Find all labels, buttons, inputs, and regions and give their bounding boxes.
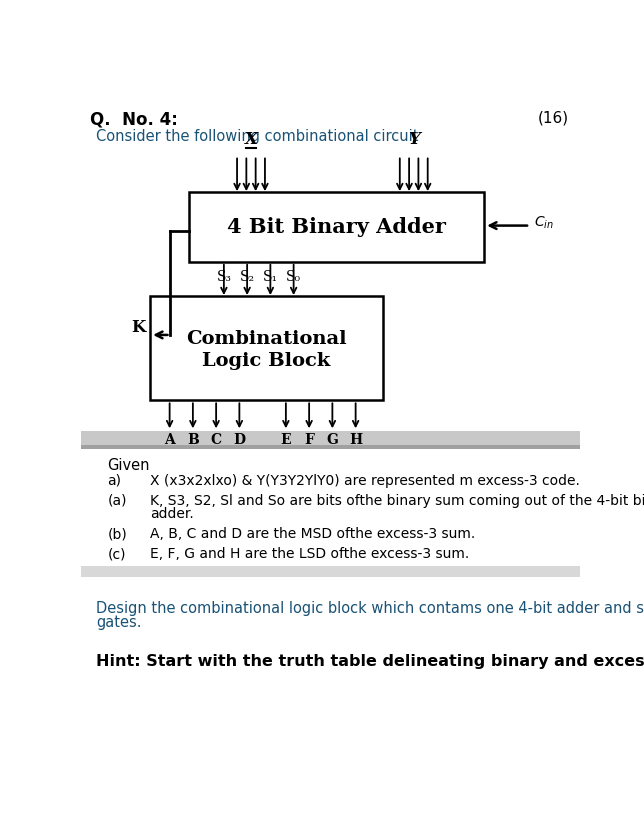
Text: (a): (a) — [108, 494, 127, 508]
Text: a): a) — [108, 474, 122, 488]
Text: Hint: Start with the truth table delineating binary and excess-3 sum.: Hint: Start with the truth table delinea… — [96, 655, 644, 670]
Text: (c): (c) — [108, 547, 126, 561]
Text: F: F — [304, 434, 314, 448]
Text: G: G — [327, 434, 338, 448]
Text: Given: Given — [108, 458, 150, 473]
Text: gates.: gates. — [96, 615, 142, 631]
Text: A, B, C and D are the MSD ofthe excess-3 sum.: A, B, C and D are the MSD ofthe excess-3… — [150, 527, 475, 541]
Text: X: X — [245, 131, 258, 148]
Bar — [189, 193, 484, 262]
Text: Logic Block: Logic Block — [202, 352, 330, 369]
Text: S₁: S₁ — [263, 269, 278, 284]
Text: $C_{in}$: $C_{in}$ — [534, 215, 554, 231]
Text: Combinational: Combinational — [186, 330, 347, 348]
Bar — [80, 566, 580, 576]
Text: Q.  No. 4:: Q. No. 4: — [90, 111, 178, 129]
Text: A: A — [164, 434, 175, 448]
Text: K: K — [131, 319, 146, 336]
Text: (16): (16) — [538, 111, 569, 126]
Text: Design the combinational logic block which contams one 4-bit adder and some logi: Design the combinational logic block whi… — [96, 600, 644, 615]
Text: S₃: S₃ — [216, 269, 231, 284]
Text: D: D — [233, 434, 245, 448]
Text: S₀: S₀ — [286, 269, 301, 284]
Bar — [150, 296, 383, 400]
Bar — [80, 431, 580, 445]
Text: Y: Y — [408, 131, 420, 148]
Text: X (x3x2xlxo) & Y(Y3Y2YlY0) are represented m excess-3 code.: X (x3x2xlxo) & Y(Y3Y2YlY0) are represent… — [150, 474, 580, 488]
Text: H: H — [349, 434, 362, 448]
Text: C: C — [211, 434, 222, 448]
Text: S₂: S₂ — [240, 269, 254, 284]
Text: adder.: adder. — [150, 507, 194, 521]
Text: Consider the following combinational circuit: Consider the following combinational cir… — [96, 129, 419, 144]
Text: (b): (b) — [108, 527, 128, 541]
Bar — [80, 445, 580, 449]
Text: K, S3, S2, Sl and So are bits ofthe binary sum coming out of the 4-bit binary: K, S3, S2, Sl and So are bits ofthe bina… — [150, 494, 644, 508]
Text: E, F, G and H are the LSD ofthe excess-3 sum.: E, F, G and H are the LSD ofthe excess-3… — [150, 547, 469, 561]
Text: E: E — [281, 434, 291, 448]
Text: B: B — [187, 434, 199, 448]
Text: 4 Bit Binary Adder: 4 Bit Binary Adder — [227, 217, 446, 237]
